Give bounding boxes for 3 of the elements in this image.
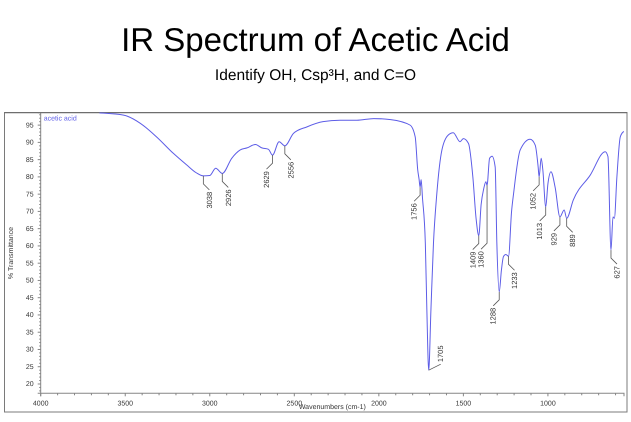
chart-subtitle: Identify OH, Csp³H, and C=O <box>214 67 416 84</box>
chart-title: IR Spectrum of Acetic Acid <box>121 21 510 58</box>
line-series <box>99 112 624 371</box>
